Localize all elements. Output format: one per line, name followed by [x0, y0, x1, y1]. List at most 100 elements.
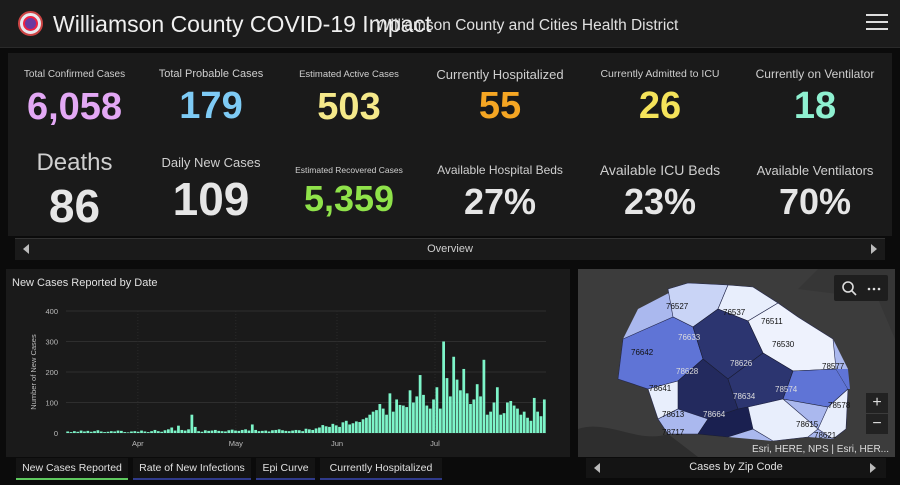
- stat-estimated-active: Estimated Active Cases 503: [284, 69, 414, 126]
- tab-currently-hospitalized[interactable]: Currently Hospitalized: [320, 458, 442, 480]
- chart-bar: [173, 430, 177, 433]
- zip-label: 78628: [676, 367, 699, 376]
- chart-bar: [126, 432, 130, 433]
- zip-label: 78615: [796, 420, 819, 429]
- tab-epi-curve[interactable]: Epi Curve: [256, 458, 315, 480]
- chart-bar: [96, 430, 100, 433]
- stat-value: 503: [317, 86, 381, 128]
- stat-value: 70%: [778, 181, 852, 222]
- chart-bar: [109, 431, 113, 433]
- next-arrow-icon[interactable]: [870, 463, 876, 473]
- map-pager: Cases by Zip Code: [586, 458, 886, 478]
- zip-label: 78577: [822, 362, 845, 371]
- chart-bar: [422, 394, 425, 433]
- prev-arrow-icon[interactable]: [23, 244, 29, 254]
- prev-arrow-icon[interactable]: [594, 463, 600, 473]
- chart-bar: [448, 396, 452, 433]
- zip-label: 76527: [666, 302, 689, 311]
- chart-bar: [532, 397, 536, 433]
- chart-bar: [284, 430, 288, 433]
- chart-bar: [428, 408, 432, 433]
- chart-bar: [344, 420, 348, 433]
- y-tick-label: 400: [45, 307, 58, 316]
- chart-bar: [512, 405, 516, 433]
- zip-code-map[interactable]: 76527 76537 76511 76633 76530 76642 7862…: [578, 269, 895, 457]
- new-cases-bar-chart[interactable]: 0 100 200 300 400 Apr May Jun Jul Number of New C…: [6, 293, 570, 455]
- chart-bar: [180, 429, 184, 433]
- chart-bar: [166, 429, 170, 433]
- chart-bar: [66, 431, 70, 433]
- chart-bar: [136, 431, 140, 433]
- x-tick-label: Jul: [430, 439, 440, 448]
- overview-label: Overview: [427, 243, 473, 255]
- search-icon[interactable]: [842, 281, 857, 296]
- stat-deaths: Deaths 86: [12, 149, 137, 229]
- chart-bar: [267, 431, 271, 433]
- zip-label: 78717: [662, 428, 685, 437]
- chart-bar: [408, 390, 412, 433]
- zoom-in-button[interactable]: +: [866, 393, 888, 413]
- chart-bar: [143, 431, 147, 433]
- more-options-icon[interactable]: [867, 287, 881, 291]
- chart-bar: [495, 387, 499, 433]
- zoom-out-button[interactable]: −: [866, 414, 888, 434]
- zip-label: 78613: [662, 410, 685, 419]
- chart-bar: [499, 414, 503, 433]
- stat-value: 109: [172, 173, 250, 225]
- chart-bar: [197, 431, 200, 433]
- county-seal-logo: [18, 11, 43, 36]
- chart-bar: [475, 384, 479, 433]
- chart-bar: [291, 430, 294, 433]
- chart-bar: [401, 405, 405, 433]
- x-tick-label: Jun: [331, 439, 343, 448]
- zip-label: 78641: [649, 384, 672, 393]
- stat-total-confirmed: Total Confirmed Cases 6,058: [12, 69, 137, 126]
- map-canvas[interactable]: 76527 76537 76511 76633 76530 76642 7862…: [578, 269, 895, 457]
- chart-bar: [156, 431, 160, 433]
- chart-bar: [163, 430, 167, 433]
- chart-bar: [354, 421, 358, 433]
- chart-bar: [328, 426, 331, 433]
- chart-bar: [133, 431, 137, 433]
- chart-bar: [247, 430, 251, 433]
- chart-bar: [203, 430, 207, 433]
- chart-bar: [378, 404, 382, 433]
- page-subtitle: Williamson County and Cities Health Dist…: [376, 17, 679, 34]
- chart-bar: [116, 430, 120, 433]
- chart-bar: [294, 429, 298, 433]
- chart-bar: [479, 396, 482, 433]
- stat-label: Deaths: [36, 149, 113, 176]
- chart-bar: [193, 426, 197, 433]
- chart-bar: [250, 424, 254, 433]
- chart-bar: [405, 407, 409, 433]
- tab-rate-of-new-infections[interactable]: Rate of New Infections: [133, 458, 251, 480]
- chart-bar: [455, 379, 459, 433]
- chart-bar: [83, 431, 86, 433]
- chart-bar: [375, 410, 378, 433]
- hamburger-menu-icon[interactable]: [866, 14, 888, 34]
- stat-label: Estimated Active Cases: [299, 69, 399, 80]
- chart-bar: [311, 429, 315, 433]
- chart-bar: [234, 430, 237, 433]
- stat-label: Total Probable Cases: [158, 68, 264, 80]
- chart-bar: [187, 429, 190, 433]
- chart-bar: [86, 430, 90, 433]
- chart-bar: [452, 356, 456, 433]
- zip-label: 78634: [733, 392, 756, 401]
- chart-bar: [271, 430, 274, 433]
- tab-new-cases-reported[interactable]: New Cases Reported: [16, 458, 128, 480]
- stat-available-icu-beds: Available ICU Beds 23%: [586, 162, 734, 220]
- chart-bar: [506, 402, 509, 433]
- next-arrow-icon[interactable]: [871, 244, 877, 254]
- map-toolbar: [834, 275, 888, 301]
- stat-value: 179: [179, 85, 243, 127]
- chart-bar: [177, 425, 180, 433]
- chart-bar: [217, 430, 221, 433]
- stats-panel: Total Confirmed Cases 6,058 Total Probab…: [8, 53, 892, 236]
- stat-available-hospital-beds: Available Hospital Beds 27%: [426, 163, 574, 220]
- stat-value: 27%: [463, 181, 537, 222]
- stat-admitted-icu: Currently Admitted to ICU 26: [586, 68, 734, 125]
- zip-label: 76642: [631, 348, 654, 357]
- chart-bar: [307, 429, 311, 433]
- chart-bar: [341, 422, 345, 433]
